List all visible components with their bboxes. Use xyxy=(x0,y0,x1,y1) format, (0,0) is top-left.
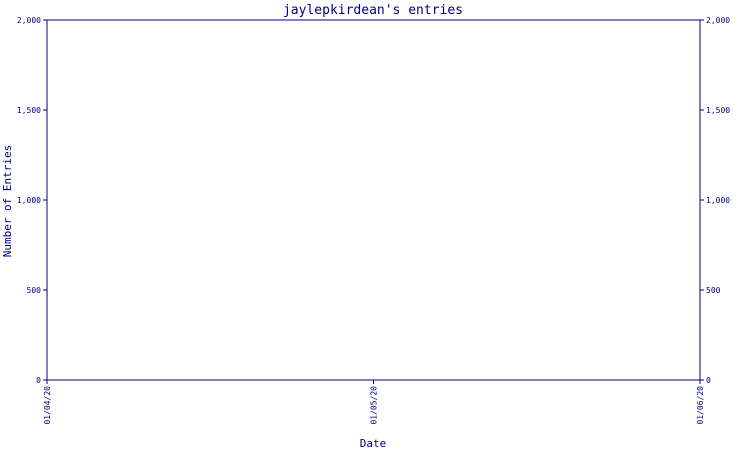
y-tick-label-right-2: 1,000 xyxy=(706,196,730,205)
x-axis-label: Date xyxy=(360,437,387,450)
x-tick-label-0: 01/04/20 xyxy=(43,386,52,425)
y-tick-label-left-3: 1,500 xyxy=(17,106,41,115)
y-tick-label-left-1: 500 xyxy=(27,286,42,295)
y-tick-label-left-4: 2,000 xyxy=(17,16,41,25)
y-tick-label-left-2: 1,000 xyxy=(17,196,41,205)
ticks-layer: 0 0 500 500 1,000 1,000 1,500 1,500 2,000 2,000 01… xyxy=(17,16,730,425)
y-tick-label-left-0: 0 xyxy=(36,376,41,385)
chart-title: jaylepkirdean's entries xyxy=(283,3,463,18)
x-tick-label-2: 01/06/20 xyxy=(696,386,705,425)
plot-frame xyxy=(46,19,701,381)
y-tick-label-right-1: 500 xyxy=(706,286,721,295)
y-axis-label: Number of Entries xyxy=(1,145,14,258)
y-tick-label-right-0: 0 xyxy=(706,376,711,385)
y-tick-label-right-3: 1,500 xyxy=(706,106,730,115)
y-tick-label-right-4: 2,000 xyxy=(706,16,730,25)
x-tick-label-1: 01/05/20 xyxy=(370,386,379,425)
